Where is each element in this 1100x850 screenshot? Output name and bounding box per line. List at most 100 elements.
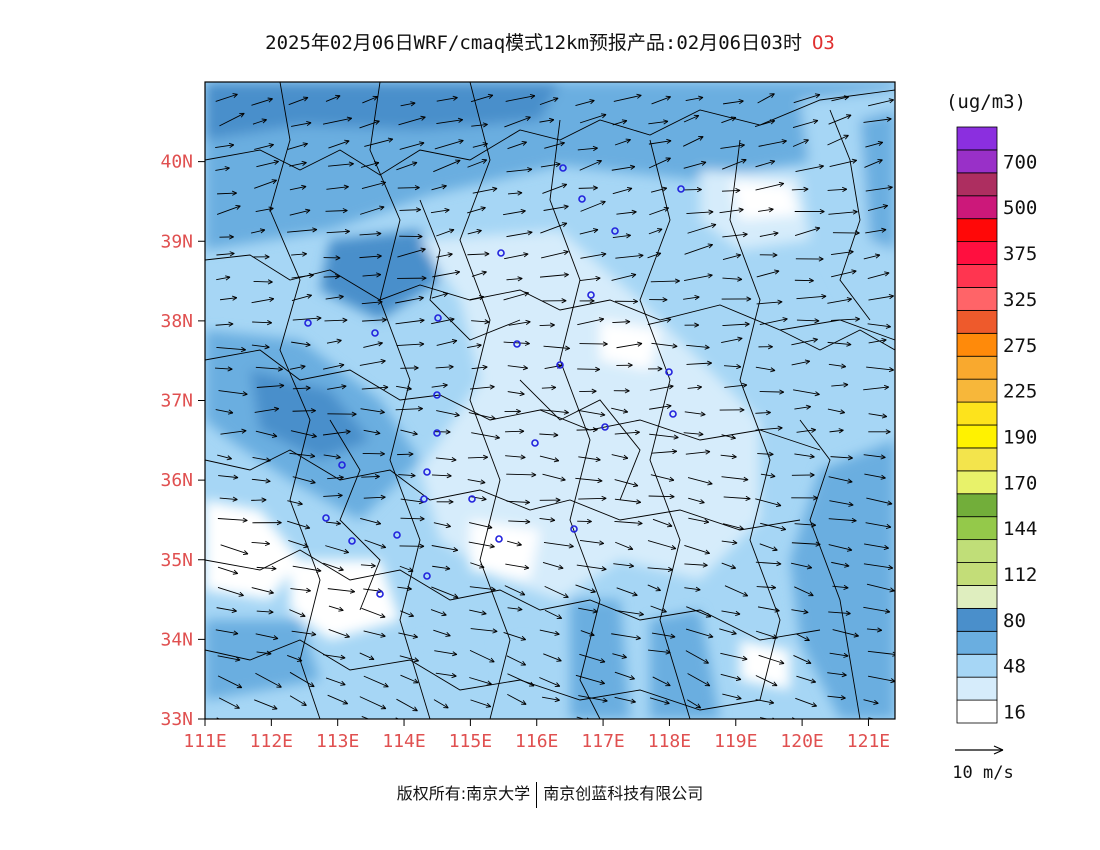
- wind-arrow: [433, 522, 451, 529]
- wind-arrow: [255, 366, 283, 372]
- wind-arrow: [288, 539, 309, 549]
- wind-arrow: [289, 160, 307, 167]
- wind-arrow: [755, 675, 778, 687]
- wind-arrow: [579, 653, 606, 664]
- wind-arrow: [539, 497, 561, 503]
- wind-arrow: [721, 539, 738, 546]
- wind-arrow: [251, 97, 273, 106]
- station-marker: [669, 410, 677, 418]
- wind-arrow: [721, 116, 737, 124]
- wind-arrow: [794, 226, 821, 236]
- wind-arrow: [215, 321, 234, 327]
- wind-arrow: [647, 252, 662, 259]
- wind-arrow: [791, 359, 811, 366]
- wind-arrow: [398, 472, 416, 478]
- wind-arrow: [467, 159, 488, 168]
- wind-arrow: [325, 294, 344, 300]
- wind-arrow: [863, 454, 886, 460]
- wind-arrow: [507, 365, 528, 371]
- wind-arrow: [292, 408, 316, 414]
- wind-arrow: [540, 222, 568, 234]
- wind-arrow: [290, 430, 317, 439]
- wind-arrow: [794, 208, 825, 215]
- wind-arrow: [289, 722, 314, 729]
- wind-arrow: [506, 655, 527, 666]
- wind-arrow: [469, 649, 495, 663]
- wind-arrow: [252, 254, 270, 260]
- wind-arrow: [831, 382, 849, 388]
- wind-arrow: [651, 95, 671, 105]
- wind-arrow: [325, 208, 348, 214]
- title-main: 2025年02月06日WRF/cmaq模式12km预报产品:02月06日03时: [265, 32, 802, 54]
- wind-arrow: [506, 472, 537, 478]
- wind-arrow: [398, 632, 418, 639]
- wind-arrow: [216, 251, 235, 257]
- wind-arrow: [220, 428, 247, 435]
- wind-arrow: [650, 278, 680, 284]
- wind-arrow: [576, 427, 598, 433]
- wind-arrow: [647, 317, 672, 325]
- wind-arrow: [360, 518, 382, 526]
- lat-tick-label: 34N: [160, 629, 193, 650]
- wind-arrow: [436, 499, 454, 505]
- wind-arrow: [256, 609, 274, 615]
- wind-arrow: [796, 318, 820, 324]
- wind-arrow: [323, 454, 341, 460]
- wind-arrow: [794, 278, 814, 284]
- wind-arrow: [794, 404, 811, 410]
- wind-arrow: [578, 695, 608, 703]
- wind-arrow: [396, 698, 418, 712]
- wind-arrow: [361, 180, 387, 189]
- wind-arrow: [469, 522, 493, 530]
- wind-arrow: [507, 540, 522, 547]
- wind-arrow: [724, 382, 748, 388]
- colorbar-label: 375: [1003, 243, 1037, 265]
- wind-arrow: [759, 252, 778, 258]
- wind-arrow: [684, 586, 701, 592]
- wind-arrow: [796, 675, 817, 684]
- lon-tick-label: 113E: [316, 731, 359, 752]
- wind-arrow: [792, 119, 819, 129]
- wind-arrow: [647, 540, 677, 550]
- colorbar-swatch: [956, 126, 998, 151]
- wind-arrow: [794, 522, 817, 528]
- wind-arrow: [505, 94, 536, 102]
- wind-arrow: [613, 93, 642, 102]
- wind-arrow: [400, 516, 425, 522]
- wind-arrow: [686, 360, 713, 366]
- wind-arrow: [326, 184, 349, 190]
- wind-arrow: [721, 158, 747, 170]
- wind-arrow: [756, 584, 776, 591]
- wind-arrow: [722, 253, 742, 260]
- wind-arrow: [396, 341, 425, 347]
- wind-arrow: [755, 425, 783, 431]
- colorbar-swatch: [956, 218, 998, 243]
- wind-arrow: [757, 451, 774, 457]
- wind-arrow: [795, 256, 824, 262]
- wind-arrow: [323, 493, 343, 499]
- wind-arrow: [796, 293, 827, 300]
- wind-arrow: [721, 476, 749, 482]
- wind-arrow: [503, 208, 526, 216]
- wind-arrow: [760, 522, 787, 532]
- wind-arrow: [614, 520, 643, 526]
- wind-arrow: [795, 697, 817, 708]
- wind-arrow: [289, 452, 316, 459]
- wind-arrow: [256, 650, 272, 656]
- wind-arrow: [363, 429, 381, 436]
- wind-arrow: [217, 586, 244, 597]
- wind-arrow: [686, 606, 712, 618]
- wind-arrow: [683, 187, 702, 193]
- wind-arrow: [760, 717, 775, 719]
- wind-arrow: [684, 243, 713, 255]
- wind-arrow: [396, 161, 418, 171]
- wind-arrow: [291, 630, 317, 637]
- colorbar-swatch: [956, 332, 998, 357]
- copyright-right: 南京创蓝科技有限公司: [543, 784, 704, 803]
- wind-arrow: [362, 451, 385, 457]
- wind-arrow: [220, 544, 249, 556]
- wind-arrow: [433, 629, 451, 637]
- station-marker: [495, 535, 503, 543]
- wind-arrow: [827, 186, 848, 193]
